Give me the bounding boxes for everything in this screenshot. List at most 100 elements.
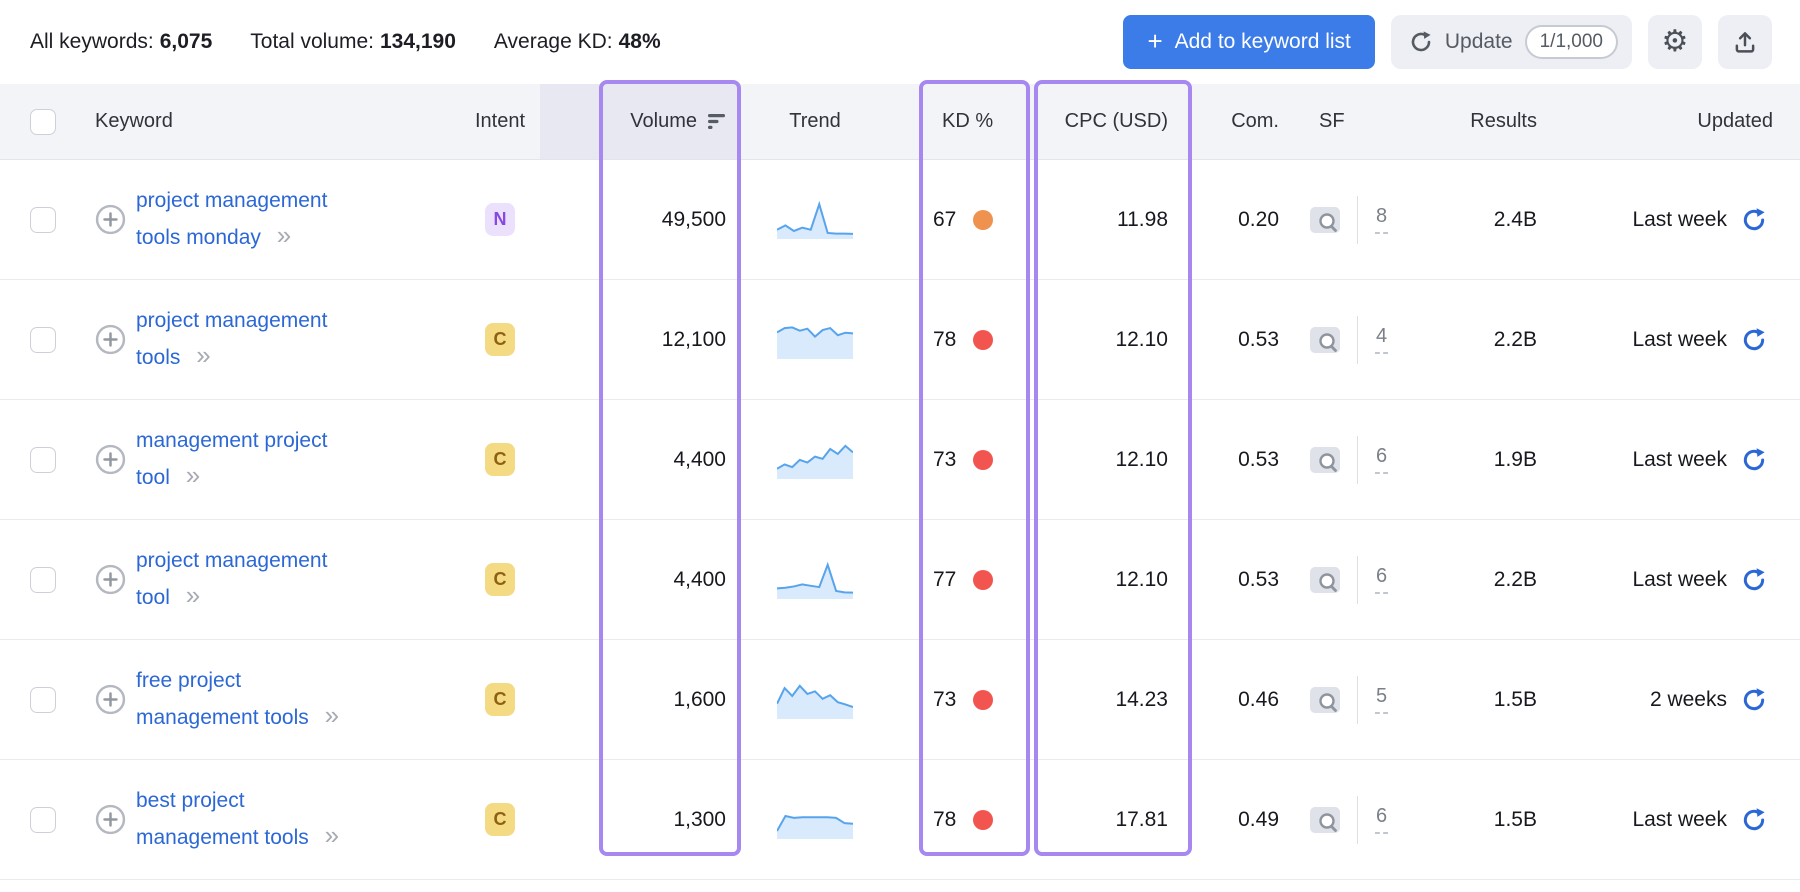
column-header-results[interactable]: Results	[1470, 110, 1537, 132]
row-checkbox[interactable]	[30, 686, 56, 713]
add-keyword-plus-icon[interactable]	[95, 684, 126, 715]
keyword-link[interactable]: project management tools »	[136, 309, 328, 370]
cpc-value: 14.23	[1115, 687, 1168, 711]
trend-sparkline	[777, 441, 853, 479]
add-keyword-plus-icon[interactable]	[95, 444, 126, 475]
refresh-metrics-icon[interactable]	[1741, 567, 1767, 593]
sf-divider	[1357, 555, 1358, 604]
double-chevron-icon[interactable]: »	[185, 580, 201, 610]
serp-features-icon[interactable]	[1308, 685, 1342, 715]
results-value: 1.5B	[1493, 687, 1537, 711]
updated-value: Last week	[1632, 567, 1727, 591]
settings-button[interactable]: ⚙	[1648, 15, 1702, 69]
row-checkbox[interactable]	[30, 566, 56, 593]
competition-value: 0.46	[1238, 687, 1279, 711]
column-header-updated[interactable]: Updated	[1697, 110, 1773, 132]
row-checkbox[interactable]	[30, 326, 56, 353]
refresh-icon	[1411, 31, 1431, 52]
refresh-metrics-icon[interactable]	[1741, 807, 1767, 833]
refresh-metrics-icon[interactable]	[1741, 207, 1767, 233]
column-header-trend[interactable]: Trend	[789, 110, 841, 132]
add-keyword-plus-icon[interactable]	[95, 564, 126, 595]
volume-value: 4,400	[673, 567, 726, 591]
column-header-com[interactable]: Com.	[1231, 110, 1279, 132]
results-value: 1.9B	[1493, 447, 1537, 471]
updated-value: Last week	[1632, 207, 1727, 231]
kd-difficulty-dot	[973, 209, 994, 230]
serp-features-icon[interactable]	[1308, 325, 1342, 355]
plus-icon: +	[1147, 26, 1163, 56]
results-value: 2.2B	[1493, 567, 1537, 591]
double-chevron-icon[interactable]: »	[324, 820, 340, 850]
sf-divider	[1357, 195, 1358, 244]
sf-count-link[interactable]: 6	[1375, 565, 1389, 594]
row-checkbox[interactable]	[30, 206, 56, 233]
refresh-metrics-icon[interactable]	[1741, 687, 1767, 713]
double-chevron-icon[interactable]: »	[185, 460, 201, 490]
refresh-metrics-icon[interactable]	[1741, 447, 1767, 473]
cpc-value: 17.81	[1115, 807, 1168, 831]
sf-count-link[interactable]: 8	[1375, 205, 1389, 234]
serp-features-icon[interactable]	[1308, 205, 1342, 235]
sf-count-link[interactable]: 6	[1375, 445, 1389, 474]
kd-value: 78	[933, 327, 957, 351]
serp-features-icon[interactable]	[1308, 805, 1342, 835]
intent-badge[interactable]: C	[485, 803, 515, 836]
volume-value: 12,100	[661, 327, 726, 351]
intent-badge[interactable]: N	[485, 203, 515, 236]
double-chevron-icon[interactable]: »	[276, 220, 292, 250]
refresh-metrics-icon[interactable]	[1741, 327, 1767, 353]
cpc-value: 12.10	[1115, 327, 1168, 351]
column-header-kd[interactable]: KD %	[942, 110, 994, 132]
add-keyword-plus-icon[interactable]	[95, 324, 126, 355]
trend-sparkline	[777, 321, 853, 359]
trend-sparkline	[777, 561, 853, 599]
keyword-link[interactable]: best project management tools »	[136, 789, 340, 850]
update-button[interactable]: Update 1/1,000	[1390, 15, 1632, 69]
table-row: project management tools » C 12,100 78 1…	[0, 280, 1800, 400]
row-checkbox[interactable]	[30, 446, 56, 473]
keyword-link[interactable]: free project management tools »	[136, 669, 340, 730]
export-upload-icon	[1735, 32, 1755, 53]
column-header-sf[interactable]: SF	[1319, 110, 1345, 132]
updated-value: Last week	[1632, 807, 1727, 831]
serp-features-icon[interactable]	[1308, 445, 1342, 475]
row-checkbox[interactable]	[30, 806, 56, 833]
results-value: 2.4B	[1493, 207, 1537, 231]
keyword-link[interactable]: management project tool »	[136, 429, 328, 490]
add-keyword-plus-icon[interactable]	[95, 204, 126, 235]
sf-count-link[interactable]: 5	[1375, 685, 1389, 714]
select-all-checkbox[interactable]	[30, 108, 56, 135]
keyword-link[interactable]: project management tool »	[136, 549, 328, 610]
competition-value: 0.53	[1238, 447, 1279, 471]
kd-value: 73	[933, 447, 957, 471]
intent-badge[interactable]: C	[485, 563, 515, 596]
table-row: best project management tools » C 1,300 …	[0, 760, 1800, 880]
volume-value: 1,600	[673, 687, 726, 711]
table-row: free project management tools » C 1,600 …	[0, 640, 1800, 760]
serp-features-icon[interactable]	[1308, 565, 1342, 595]
double-chevron-icon[interactable]: »	[196, 340, 211, 370]
sf-divider	[1357, 795, 1358, 844]
add-keyword-plus-icon[interactable]	[95, 804, 126, 835]
export-button[interactable]	[1718, 15, 1772, 69]
intent-badge[interactable]: C	[485, 323, 515, 356]
kd-value: 73	[933, 687, 957, 711]
sf-count-link[interactable]: 6	[1375, 805, 1389, 834]
intent-badge[interactable]: C	[485, 683, 515, 716]
total-volume-stat: Total volume: 134,190	[250, 30, 456, 53]
add-to-keyword-list-button[interactable]: + Add to keyword list	[1123, 15, 1375, 69]
column-header-intent[interactable]: Intent	[474, 110, 526, 132]
competition-value: 0.53	[1238, 327, 1279, 351]
column-header-keyword[interactable]: Keyword	[95, 110, 173, 132]
sort-descending-icon	[708, 114, 725, 129]
keyword-link[interactable]: project management tools monday »	[136, 189, 328, 250]
column-header-volume[interactable]: Volume	[540, 84, 740, 159]
double-chevron-icon[interactable]: »	[324, 700, 340, 730]
intent-badge[interactable]: C	[485, 443, 515, 476]
sf-divider	[1357, 675, 1358, 724]
sf-count-link[interactable]: 4	[1375, 325, 1389, 354]
column-header-cpc[interactable]: CPC (USD)	[1064, 110, 1168, 132]
volume-value: 49,500	[661, 207, 726, 231]
